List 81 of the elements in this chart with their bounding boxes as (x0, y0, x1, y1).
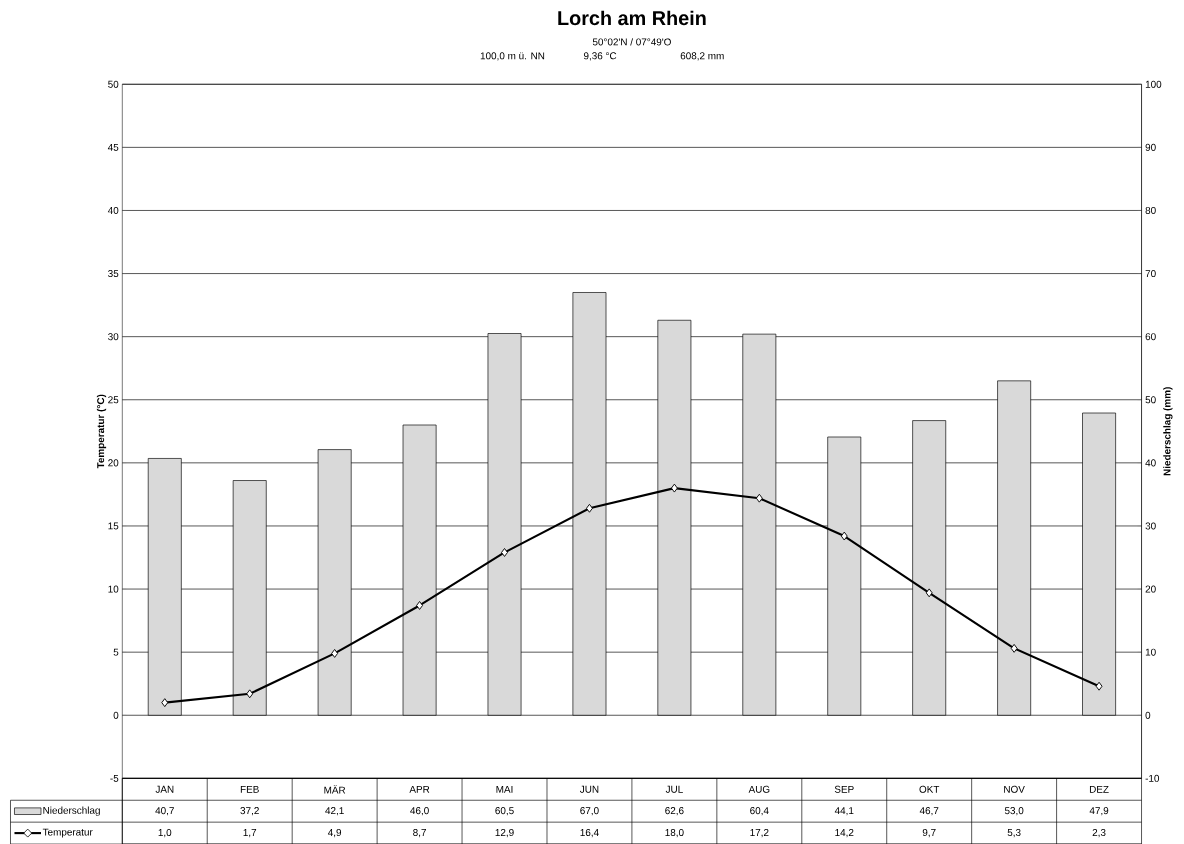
legend-label: Temperatur (42, 828, 93, 838)
chart-subtitle: 50°02'N / 07°49'O (592, 38, 671, 46)
data-label: 44,1 (834, 807, 854, 816)
y-tick-label: -5 (110, 774, 119, 782)
point (246, 689, 254, 699)
data-label: 1,0 (158, 828, 172, 838)
y2-tick-label: 90 (1145, 143, 1156, 151)
point (670, 483, 678, 493)
data-label: 17,2 (750, 828, 769, 838)
point (416, 601, 424, 610)
data-label: 14,2 (835, 828, 854, 838)
y-tick-label: 50 (108, 80, 119, 88)
text: 100,0 m ü. NN (480, 52, 545, 61)
point (331, 648, 339, 658)
point (925, 588, 933, 598)
y-tick-label: 5 (113, 648, 119, 656)
y-tick-label: 10 (108, 585, 119, 593)
data-label: 53,0 (1004, 807, 1024, 816)
data-label: 60,4 (750, 807, 769, 816)
x-tick-label: APR (409, 785, 430, 793)
y2-tick-label: 30 (1145, 522, 1156, 530)
data-label: 37,2 (240, 807, 259, 816)
x-tick-label: MÄR (324, 785, 346, 794)
x-tick-label: JAN (155, 785, 174, 793)
x-tick-label: MAI (496, 785, 513, 793)
point (1095, 681, 1103, 691)
data-label: 67,0 (580, 807, 599, 816)
y-tick-label: 40 (107, 206, 119, 214)
x-tick-label: OKT (919, 785, 940, 793)
data-label: 9,7 (922, 828, 936, 838)
y-tick-label: 25 (108, 396, 119, 404)
y-axis-title: Temperatur (°C) (96, 394, 107, 469)
data-label: 16,4 (580, 828, 599, 838)
x-tick-label: JUN (579, 785, 599, 793)
data-label: 18,0 (665, 828, 684, 838)
y-tick-label: 0 (113, 711, 119, 719)
data-label: 8,7 (413, 828, 426, 838)
y-tick-label: 35 (108, 270, 119, 278)
point (755, 493, 763, 503)
x-tick-label: DEZ (1089, 785, 1109, 793)
data-label: 42,1 (325, 807, 344, 816)
data-label: 62,6 (665, 807, 684, 816)
point (1010, 643, 1018, 653)
data-label: 5,3 (1007, 828, 1021, 838)
y2-tick-label: 80 (1145, 206, 1156, 214)
point (501, 548, 508, 557)
x-tick-label: AUG (748, 785, 770, 793)
y2-tick-label: 50 (1145, 396, 1156, 404)
data-label: 47,9 (1089, 807, 1109, 816)
text: 9,36 °C (583, 52, 617, 61)
data-label: 4,9 (327, 828, 342, 838)
y2-tick-label: 20 (1145, 585, 1156, 593)
y-tick-label: 20 (108, 459, 119, 467)
chart-title: Lorch am Rhein (558, 10, 706, 26)
point (161, 698, 169, 708)
y2-tick-label: -10 (1145, 774, 1160, 782)
x-tick-label: FEB (240, 785, 259, 793)
legend-label: Niederschlag (43, 806, 100, 816)
y2-axis-title: Niederschlag (mm) (1163, 387, 1173, 476)
y-tick-label: 45 (107, 143, 119, 151)
y2-tick-label: 0 (1145, 711, 1151, 719)
data-label: 60,5 (495, 807, 514, 816)
data-label: 1,7 (243, 829, 257, 838)
y2-tick-label: 60 (1145, 333, 1156, 341)
y2-tick-label: 40 (1145, 459, 1156, 467)
x-tick-label: NOV (1004, 785, 1025, 793)
y2-tick-label: 70 (1145, 270, 1156, 278)
y2-tick-label: 10 (1145, 648, 1156, 656)
y-tick-label: 15 (108, 522, 119, 530)
data-label: 12,9 (495, 828, 514, 838)
data-label: 46,0 (410, 807, 429, 816)
data-label: 46,7 (919, 807, 939, 816)
data-label: 40,7 (155, 807, 174, 816)
point (586, 503, 593, 513)
y-tick-label: 30 (108, 333, 119, 341)
data-label: 2,3 (1092, 828, 1106, 838)
text: 608,2 mm (680, 52, 724, 61)
x-tick-label: JUL (665, 785, 683, 793)
y2-tick-label: 100 (1145, 80, 1162, 88)
point (840, 531, 848, 541)
x-tick-label: SEP (834, 785, 854, 793)
